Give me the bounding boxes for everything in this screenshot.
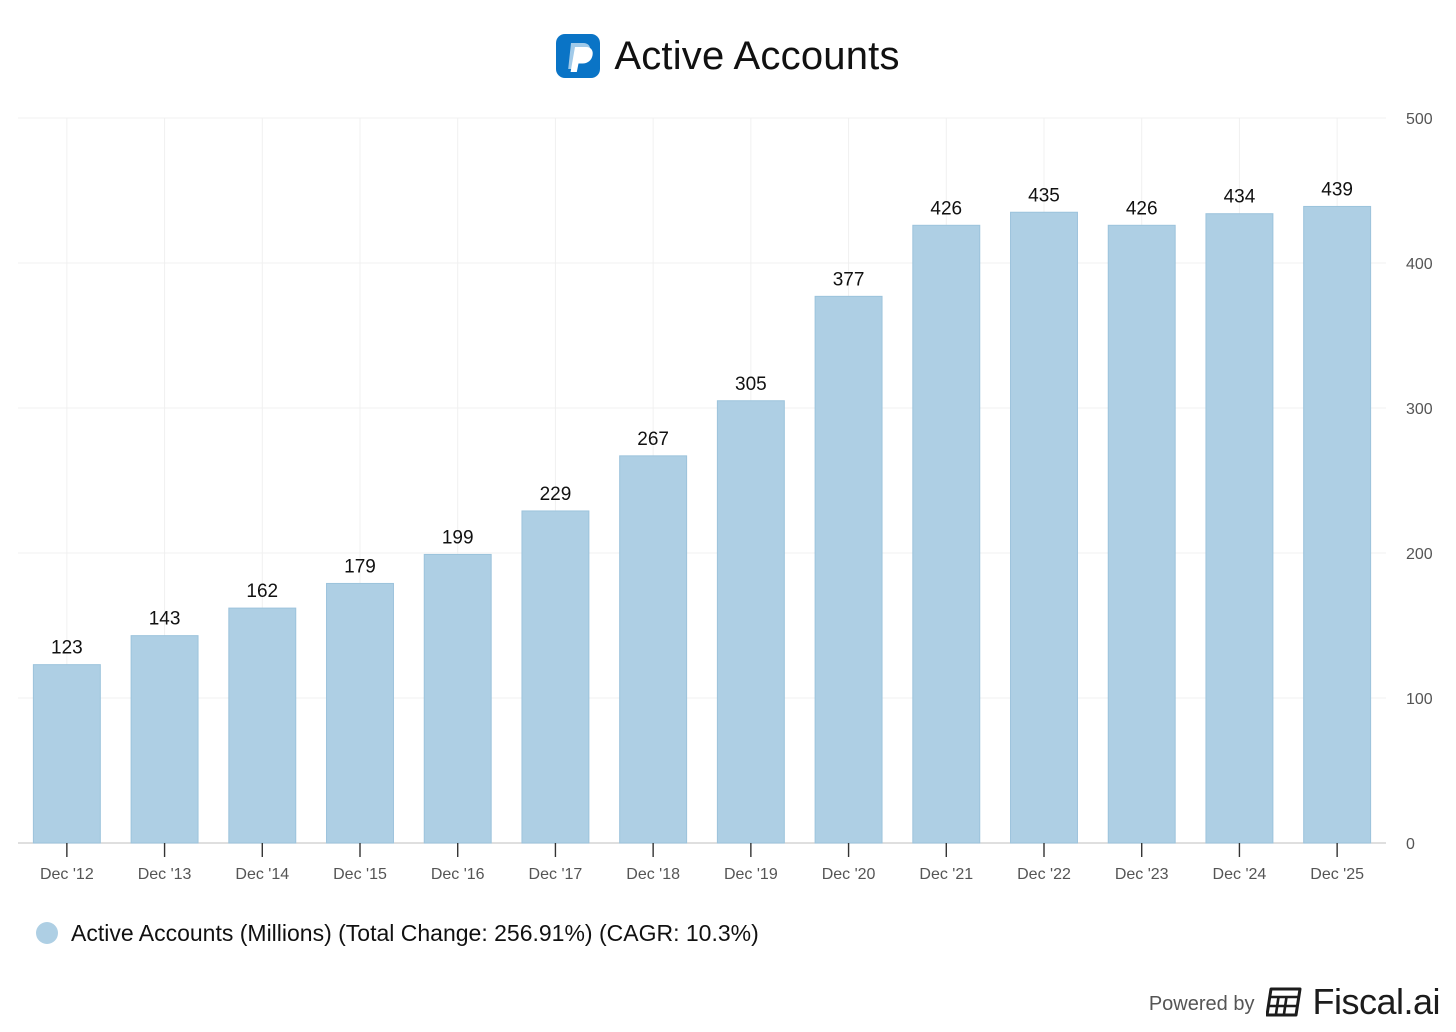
x-tick-label: Dec '13 (138, 866, 192, 883)
data-label: 162 (246, 581, 278, 602)
data-label: 434 (1224, 187, 1256, 208)
x-tick-label: Dec '23 (1115, 866, 1169, 883)
x-tick-label: Dec '12 (40, 866, 94, 883)
chart-legend[interactable]: Active Accounts (Millions) (Total Change… (36, 916, 759, 950)
data-label: 229 (540, 484, 572, 505)
bar (423, 553, 492, 844)
y-tick-label: 300 (1406, 401, 1433, 418)
bar (619, 455, 688, 844)
y-tick-label: 100 (1406, 691, 1433, 708)
x-tick-label: Dec '24 (1213, 866, 1267, 883)
x-tick-label: Dec '19 (724, 866, 778, 883)
data-label: 305 (735, 374, 767, 395)
y-tick-label: 400 (1406, 256, 1433, 273)
x-tick-label: Dec '16 (431, 866, 485, 883)
chart-title: Active Accounts (614, 33, 900, 78)
bar (130, 635, 199, 844)
x-tick-label: Dec '15 (333, 866, 387, 883)
x-tick-label: Dec '25 (1310, 866, 1364, 883)
y-tick-label: 500 (1406, 111, 1433, 128)
legend-label: Active Accounts (Millions) (Total Change… (71, 919, 759, 946)
fiscal-ai-brand: Fiscal.ai (1312, 981, 1440, 1022)
data-label: 426 (1126, 198, 1158, 219)
data-label: 199 (442, 527, 474, 548)
x-tick-label: Dec '22 (1017, 866, 1071, 883)
data-label: 435 (1028, 185, 1060, 206)
data-label: 267 (637, 429, 669, 450)
bar-chart: 0 100 200 300 400 500 123 Dec '12 143 Dec '13 162 D… (18, 111, 1433, 883)
bar (1010, 211, 1078, 844)
bar (1107, 224, 1176, 844)
data-label: 123 (51, 638, 83, 659)
chart-header: Active Accounts (0, 28, 1456, 84)
x-tick-label: Dec '21 (919, 866, 973, 883)
bar (1205, 213, 1274, 844)
x-tick-label: Dec '18 (626, 866, 680, 883)
data-label: 143 (149, 609, 181, 630)
powered-by-text: Powered by (1148, 992, 1255, 1015)
bar (228, 607, 297, 844)
bar (814, 295, 883, 844)
data-label: 377 (833, 269, 865, 290)
bar (326, 582, 394, 844)
legend-swatch (36, 922, 58, 944)
x-tick-label: Dec '14 (235, 866, 289, 883)
bar (32, 664, 101, 844)
powered-by-footer: Powered by Fiscal.ai (1148, 980, 1441, 1024)
y-tick-label: 200 (1406, 546, 1433, 563)
y-tick-label: 0 (1406, 836, 1415, 853)
bar (912, 224, 981, 844)
bar (716, 400, 785, 844)
data-label: 179 (344, 556, 376, 577)
bar (1303, 205, 1372, 844)
data-label: 439 (1321, 179, 1353, 200)
paypal-logo-icon (556, 34, 601, 78)
bar (521, 510, 590, 844)
data-label: 426 (930, 198, 962, 219)
x-tick-label: Dec '20 (822, 866, 876, 883)
fiscal-ai-logo-icon (1266, 987, 1302, 1017)
x-tick-label: Dec '17 (529, 866, 583, 883)
